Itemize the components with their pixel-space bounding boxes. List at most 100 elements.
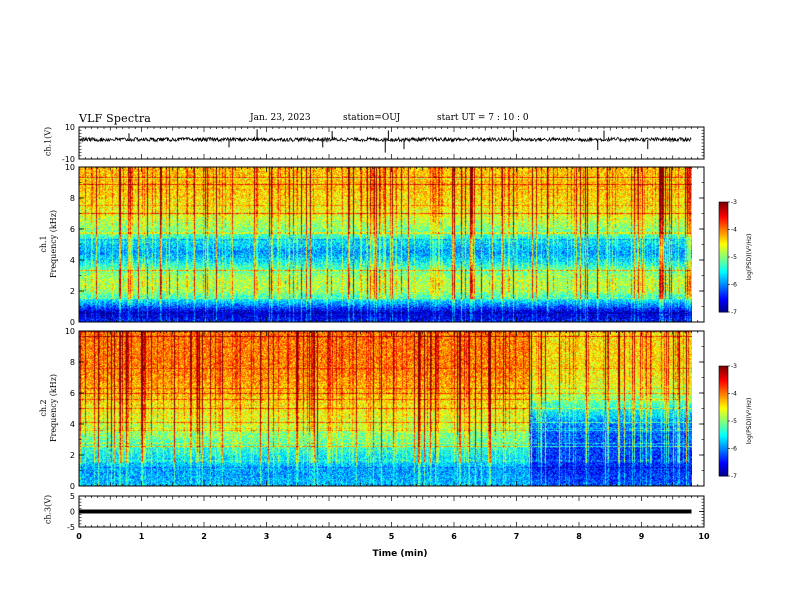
ch1-colorbar-swatch — [719, 214, 728, 218]
ch2-spectrogram-y-tick-label: 0 — [70, 482, 75, 491]
ch2-colorbar-swatch — [719, 430, 728, 433]
x-axis-label: Time (min) — [372, 549, 428, 559]
ch2-spectrogram-y-tick-label: 6 — [70, 389, 75, 398]
ch1-colorbar-swatch — [719, 218, 728, 221]
ch2-colorbar-swatch — [719, 388, 728, 391]
ch2-colorbar-swatch — [719, 472, 728, 475]
ch2-colorbar-swatch — [719, 408, 728, 411]
ch1-colorbar-swatch — [719, 205, 728, 208]
ch2-colorbar-tick-label: -3 — [731, 363, 737, 370]
ch1-waveform-y-tick-label: -10 — [62, 155, 75, 164]
ch1-colorbar-swatch — [719, 260, 728, 263]
ch1-colorbar-swatch — [719, 235, 728, 238]
ch2-colorbar-swatch — [719, 382, 728, 385]
ch1-colorbar-swatch — [719, 302, 728, 306]
ch2-colorbar-swatch — [719, 367, 728, 371]
ch2-colorbar-swatch — [719, 411, 728, 415]
ch2-colorbar-swatch — [719, 468, 728, 471]
ch1-colorbar-swatch — [719, 211, 728, 214]
ch2-colorbar-swatch — [719, 366, 728, 369]
ch1-colorbar-swatch — [719, 238, 728, 241]
ch2-colorbar-swatch — [719, 454, 728, 457]
ch2-colorbar-swatch — [719, 426, 728, 429]
ch2-spectrogram-y-tick-label: 2 — [70, 451, 75, 460]
ch1-colorbar-tick-label: -7 — [731, 309, 737, 316]
ch2-colorbar-swatch — [719, 441, 728, 444]
ch1-colorbar-swatch — [719, 251, 728, 254]
ch2-colorbar-swatch — [719, 422, 728, 426]
ch1-colorbar-swatch — [719, 236, 728, 240]
ch1-colorbar-swatch — [719, 306, 728, 309]
ch1-colorbar-swatch — [719, 229, 728, 232]
ch2-colorbar-swatch — [719, 424, 728, 427]
ch2-colorbar-swatch — [719, 474, 728, 477]
ch1-colorbar-swatch — [719, 257, 728, 260]
ch1-spectrogram-y-tick-label: 10 — [65, 163, 75, 172]
header-station: station=OUJ — [343, 113, 401, 123]
ch2-colorbar-swatch — [719, 410, 728, 413]
ch2-colorbar-swatch — [719, 369, 728, 372]
ch3-waveform-y-tick-label: 5 — [70, 492, 75, 501]
ch2-colorbar-swatch — [719, 404, 728, 407]
ch2-colorbar-tick-label: -4 — [731, 391, 737, 398]
ch1-colorbar-swatch — [719, 203, 728, 207]
ch2-colorbar-swatch — [719, 389, 728, 393]
ch1-colorbar-swatch — [719, 240, 728, 243]
ch1-colorbar-swatch — [719, 269, 728, 273]
x-tick-label: 4 — [326, 532, 332, 541]
ch2-colorbar-swatch — [719, 386, 728, 389]
ch1-colorbar-swatch — [719, 244, 728, 247]
ch1-spectrogram-y-tick-label: 0 — [70, 318, 75, 327]
x-tick-label: 5 — [389, 532, 395, 541]
x-tick-label: 6 — [451, 532, 457, 541]
ch1-colorbar-swatch — [719, 266, 728, 269]
ch1-colorbar-swatch — [719, 255, 728, 258]
ch2-colorbar-swatch — [719, 413, 728, 416]
ch1-colorbar-swatch — [719, 231, 728, 234]
ch1-colorbar-swatch — [719, 290, 728, 293]
ch1-colorbar-swatch — [719, 225, 728, 229]
ch1-colorbar-swatch — [719, 286, 728, 289]
ch2-colorbar-swatch — [719, 461, 728, 464]
ch3-waveform-y-tick-label: -5 — [67, 523, 75, 532]
x-tick-label: 2 — [201, 532, 207, 541]
ch2-colorbar-swatch — [719, 417, 728, 420]
ch1-colorbar-swatch — [719, 282, 728, 285]
ch1-colorbar-swatch — [719, 216, 728, 219]
x-tick-label: 8 — [576, 532, 582, 541]
ch2-colorbar-swatch — [719, 393, 728, 396]
ch1-colorbar-swatch — [719, 242, 728, 245]
ch2-colorbar-swatch — [719, 380, 728, 383]
ch2-colorbar-swatch — [719, 443, 728, 446]
ch2-colorbar-swatch — [719, 457, 728, 460]
ch2-colorbar-swatch — [719, 397, 728, 400]
ch1-colorbar-swatch — [719, 224, 728, 227]
ch1-spectrogram-y-tick-label: 4 — [70, 256, 75, 265]
ch1-colorbar-swatch — [719, 301, 728, 304]
ch2-colorbar-swatch — [719, 399, 728, 402]
ch2-colorbar-tick-label: -5 — [731, 418, 737, 425]
ch1-colorbar-swatch — [719, 279, 728, 282]
ch2-colorbar-swatch — [719, 437, 728, 440]
ch2-colorbar-swatch — [719, 384, 728, 387]
ch2-colorbar-swatch — [719, 465, 728, 468]
x-tick-label: 7 — [514, 532, 520, 541]
ch2-colorbar-tick-label: -6 — [731, 446, 737, 453]
ch1-colorbar-swatch — [719, 297, 728, 300]
ch1-spectrogram-image — [79, 167, 692, 322]
ch1-colorbar-swatch — [719, 295, 728, 298]
ch1-waveform-y-tick-label: 10 — [65, 123, 75, 132]
ch2-colorbar-swatch — [719, 415, 728, 418]
ch2-colorbar-tick-label: -7 — [731, 473, 737, 480]
ch2-colorbar-swatch — [719, 439, 728, 442]
ch2-colorbar-swatch — [719, 419, 728, 422]
ch2-colorbar-swatch — [719, 400, 728, 404]
ch2-colorbar-swatch — [719, 433, 728, 437]
ch2-colorbar-swatch — [719, 373, 728, 376]
ch2-colorbar-swatch — [719, 446, 728, 449]
ch2-colorbar-swatch — [719, 395, 728, 398]
ch2-colorbar-swatch — [719, 450, 728, 453]
ch1-colorbar-swatch — [719, 273, 728, 276]
ch2-colorbar-label: log(PSD)(V²/Hz) — [746, 398, 753, 445]
